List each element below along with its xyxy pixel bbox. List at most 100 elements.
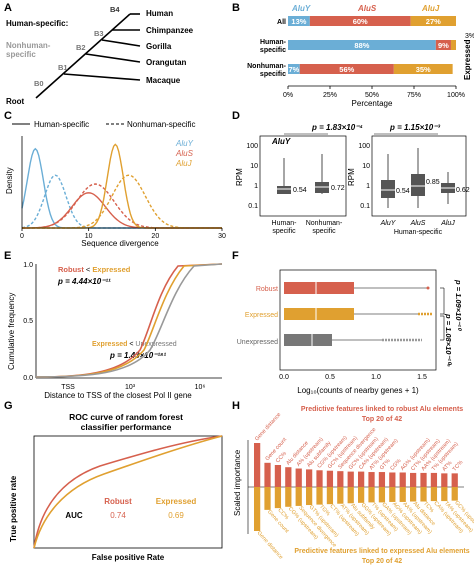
species-chimpanzee: Chimpanzee (146, 26, 194, 35)
c-label-aluj: AluJ (175, 159, 193, 168)
panel-label-g: G (4, 400, 13, 412)
root-label: Root (6, 97, 25, 106)
h-bar-bottom-13 (389, 487, 396, 502)
branch-label-b4: B4 (110, 5, 120, 14)
h-bar-top-13 (389, 472, 396, 487)
svg-text:Expressed: Expressed (156, 497, 197, 506)
h-bar-bottom-6 (316, 487, 323, 505)
g-curve-robust (33, 435, 223, 549)
svg-text:Nonhuman-specific: Nonhuman-specific (306, 220, 343, 235)
h-bar-top-2 (274, 465, 282, 487)
svg-text:0.5: 0.5 (23, 318, 33, 325)
panel-label-b: B (232, 2, 240, 14)
b-bar-label-0-2: 27% (426, 17, 441, 26)
b-bar-label-0-1: 60% (353, 17, 368, 26)
svg-text:Unexpressed: Unexpressed (237, 339, 278, 346)
c-legend-dashed: Nonhuman-specific (127, 120, 195, 129)
b-bar-0-0 (288, 16, 310, 26)
b-bar-1-0 (288, 40, 436, 50)
panel-label-c: C (4, 110, 12, 122)
phylogeny-tree: Human-specific: Nonhuman-specific B4 B3 … (6, 5, 194, 106)
h-bar-top-6 (316, 470, 323, 487)
h-bar-top-5 (306, 469, 313, 487)
h-bar-bottom-15 (410, 487, 417, 502)
d-median-left-1: 0.54 (293, 187, 307, 194)
h-bar-top-9 (347, 471, 354, 487)
species-gorilla: Gorilla (146, 42, 172, 51)
h-bar-top-18 (441, 473, 448, 487)
d-box-alus (411, 148, 425, 208)
b-bar-0-1 (309, 16, 411, 26)
species-human: Human (146, 9, 173, 18)
svg-text:AluY: AluY (380, 220, 397, 227)
branch-label-b1: B1 (58, 63, 68, 72)
svg-text:100: 100 (358, 143, 370, 150)
h-bar-bottom-5 (306, 487, 313, 506)
h-bar-top-14 (399, 472, 406, 487)
h-bar-bottom-1 (264, 487, 271, 510)
b-bar-label-2-0: 7% (288, 65, 299, 74)
h-ylabel: Scaled importance (233, 449, 242, 516)
svg-text:0.5: 0.5 (325, 374, 335, 381)
svg-text:AluJ: AluJ (440, 220, 455, 227)
h-bar-bottom-8 (337, 487, 344, 504)
svg-text:1.0: 1.0 (371, 374, 381, 381)
b-bar-label-1-0: 88% (354, 41, 369, 50)
b-category-1: Human-specific (260, 39, 287, 54)
h-label-top-19: TC% (452, 460, 465, 473)
svg-text:1: 1 (254, 183, 258, 190)
c-legend-solid: Human-specific (34, 120, 89, 129)
h-bar-bottom-11 (368, 487, 375, 503)
cumulative-chart: Robust < Expressed p = 4.44×10⁻¹¹ Expres… (7, 262, 223, 400)
b-ylabel: Expressed (463, 39, 472, 80)
h-bar-top-3 (285, 467, 292, 487)
e-legend1: Robust < Expressed (58, 265, 131, 274)
h-label-bottom-0: Gene distance (256, 530, 284, 560)
e-legend2: Expressed < Unexpressed (92, 341, 177, 348)
svg-text:Robust: Robust (256, 286, 278, 293)
e-ylabel: Cumulative frequency (7, 293, 16, 370)
human-specific-label: Human-specific: (6, 19, 68, 28)
feature-importance-chart: Predictive features linked to robust Alu… (233, 406, 474, 565)
c-xtick-3: 30 (218, 233, 226, 240)
panel-label-f: F (232, 250, 239, 262)
b-bar-2-1 (299, 64, 394, 74)
b-bar-label-2-1: 56% (339, 65, 354, 74)
h-bar-top-1 (264, 462, 271, 487)
svg-text:10³: 10³ (125, 384, 136, 391)
f-box-unexpressed (284, 334, 422, 346)
b-bar-2-0 (288, 64, 300, 74)
h-bar-bottom-17 (430, 487, 438, 502)
h-bar-top-17 (430, 472, 438, 487)
branch-b1 (63, 73, 141, 81)
svg-text:0.54: 0.54 (396, 188, 410, 195)
svg-text:AUC: AUC (65, 511, 83, 520)
h-bar-top-15 (410, 472, 417, 487)
h-title-bottom: Predictive features linked to expressed … (294, 548, 469, 555)
svg-text:100: 100 (246, 143, 258, 150)
svg-text:Robust: Robust (104, 497, 132, 506)
h-bar-bottom-2 (274, 487, 282, 509)
d-box-aluy (381, 154, 395, 208)
b-xtick-0: 0% (283, 92, 293, 99)
branch-label-b0: B0 (34, 79, 44, 88)
b-bar-1-2 (450, 40, 456, 50)
b-xlabel: Percentage (352, 99, 393, 108)
h-bar-bottom-12 (378, 487, 386, 503)
legend-aluj: AluJ (421, 4, 440, 13)
h-bar-top-11 (368, 472, 375, 487)
b-xtick-4: 100% (447, 92, 465, 99)
h-bar-bottom-19 (451, 487, 458, 501)
d-median-left-2: 0.72 (331, 185, 345, 192)
branch-b2 (85, 53, 141, 63)
d-box-aluj (441, 172, 455, 204)
c-xtick-0: 0 (20, 233, 24, 240)
c-curve-0 (21, 147, 222, 229)
h-bar-top-16 (420, 472, 427, 487)
h-bar-top-7 (326, 470, 334, 487)
svg-text:0.1: 0.1 (360, 203, 370, 210)
svg-text:Top 20 of 42: Top 20 of 42 (362, 416, 402, 423)
h-bar-bottom-3 (285, 487, 292, 507)
panel-label-a: A (4, 2, 12, 14)
d-aluy: AluY (271, 137, 291, 146)
